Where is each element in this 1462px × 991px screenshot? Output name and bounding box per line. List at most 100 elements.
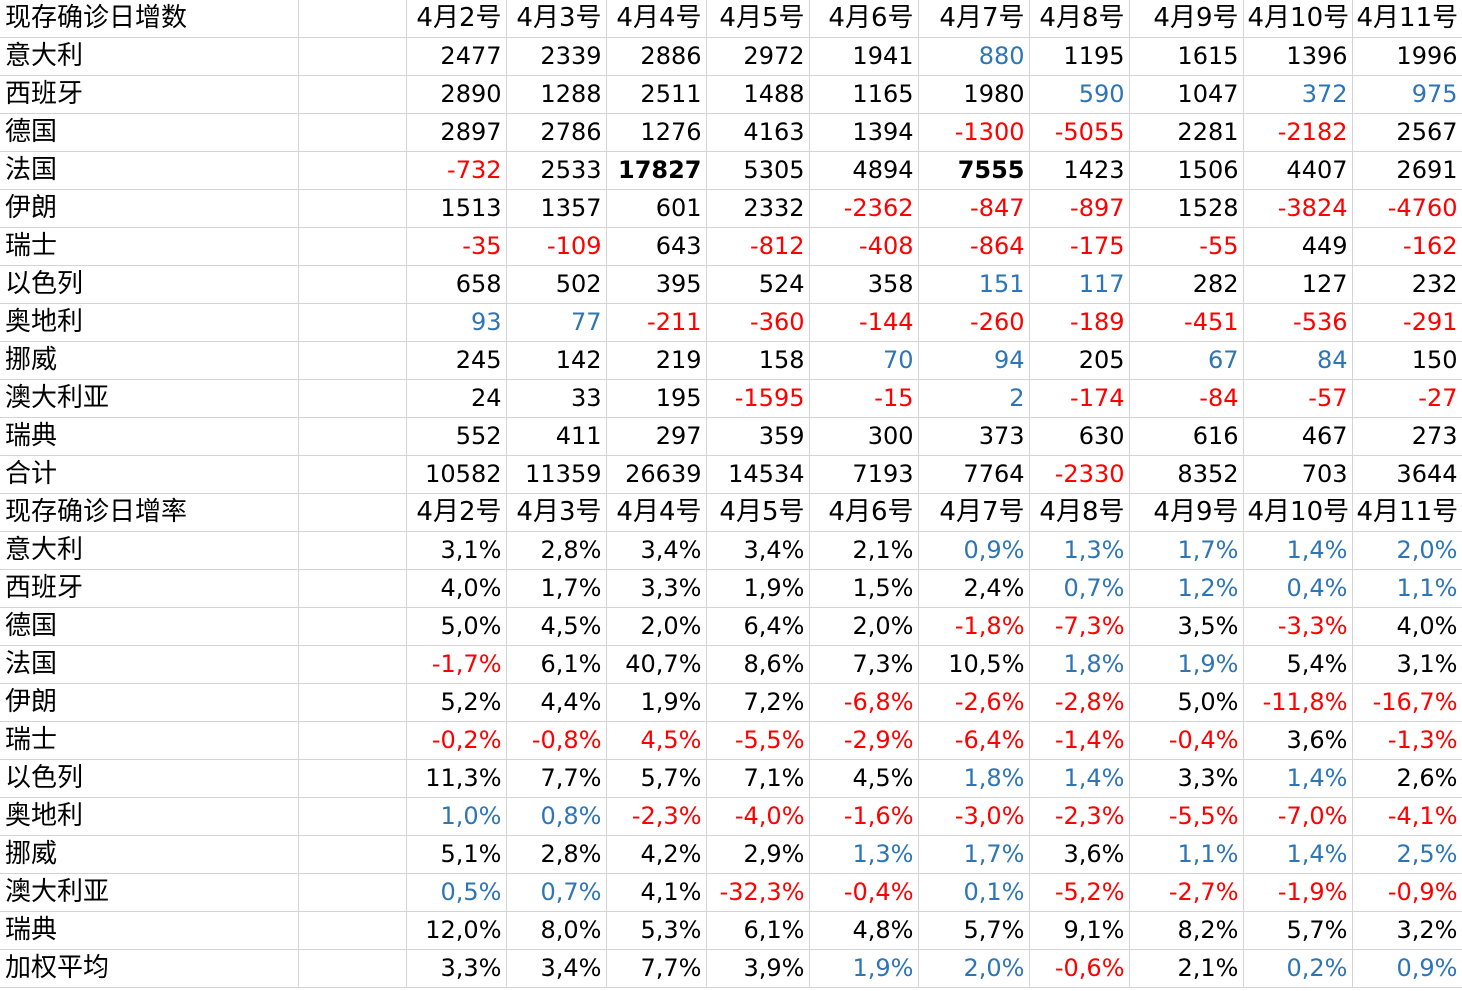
value-cell[interactable]: 3,2% (1352, 911, 1462, 950)
value-cell[interactable]: 4,5% (506, 607, 607, 646)
value-cell[interactable]: 2,4% (918, 569, 1030, 608)
value-cell[interactable]: 372 (1243, 75, 1353, 114)
value-cell[interactable]: 0,5% (406, 873, 507, 912)
value-cell[interactable]: 411 (506, 417, 607, 456)
value-cell[interactable]: 142 (506, 341, 607, 380)
value-cell[interactable]: 205 (1029, 341, 1130, 380)
value-cell[interactable]: 26639 (606, 455, 707, 494)
row-label-cell[interactable]: 以色列 (0, 759, 299, 798)
value-cell[interactable]: 10,5% (918, 645, 1030, 684)
date-header-cell[interactable]: 4月9号 (1129, 0, 1244, 38)
value-cell[interactable]: 2,0% (809, 607, 919, 646)
value-cell[interactable]: 2511 (606, 75, 707, 114)
value-cell[interactable]: 232 (1352, 265, 1462, 304)
empty-cell[interactable] (298, 227, 407, 266)
row-label-cell[interactable]: 德国 (0, 607, 299, 646)
value-cell[interactable]: 2332 (706, 189, 810, 228)
value-cell[interactable]: -55 (1129, 227, 1244, 266)
value-cell[interactable]: 33 (506, 379, 607, 418)
date-header-cell[interactable]: 4月3号 (506, 0, 607, 38)
value-cell[interactable]: 2,9% (706, 835, 810, 874)
value-cell[interactable]: 1,3% (1029, 531, 1130, 570)
value-cell[interactable]: 4,5% (606, 721, 707, 760)
value-cell[interactable]: 0,9% (1352, 949, 1462, 988)
value-cell[interactable]: -57 (1243, 379, 1353, 418)
empty-cell[interactable] (298, 265, 407, 304)
row-label-cell[interactable]: 澳大利亚 (0, 873, 299, 912)
value-cell[interactable]: -3824 (1243, 189, 1353, 228)
value-cell[interactable]: 1,8% (1029, 645, 1130, 684)
value-cell[interactable]: 616 (1129, 417, 1244, 456)
value-cell[interactable]: 297 (606, 417, 707, 456)
date-header-cell[interactable]: 4月11号 (1352, 0, 1462, 38)
value-cell[interactable]: -2,7% (1129, 873, 1244, 912)
value-cell[interactable]: -162 (1352, 227, 1462, 266)
value-cell[interactable]: -6,8% (809, 683, 919, 722)
value-cell[interactable]: -1,4% (1029, 721, 1130, 760)
value-cell[interactable]: -1,7% (406, 645, 507, 684)
value-cell[interactable]: 2,5% (1352, 835, 1462, 874)
value-cell[interactable]: -260 (918, 303, 1030, 342)
value-cell[interactable]: -4760 (1352, 189, 1462, 228)
empty-cell[interactable] (298, 189, 407, 228)
value-cell[interactable]: 0,2% (1243, 949, 1353, 988)
empty-cell[interactable] (298, 873, 407, 912)
value-cell[interactable]: -11,8% (1243, 683, 1353, 722)
value-cell[interactable]: -35 (406, 227, 507, 266)
value-cell[interactable]: 5,7% (918, 911, 1030, 950)
value-cell[interactable]: 4894 (809, 151, 919, 190)
empty-cell[interactable] (298, 683, 407, 722)
value-cell[interactable]: 2339 (506, 37, 607, 76)
row-label-cell[interactable]: 德国 (0, 113, 299, 152)
value-cell[interactable]: 2886 (606, 37, 707, 76)
value-cell[interactable]: 3,9% (706, 949, 810, 988)
date-header-cell[interactable]: 4月2号 (406, 493, 507, 532)
value-cell[interactable]: -32,3% (706, 873, 810, 912)
value-cell[interactable]: 7555 (918, 151, 1030, 190)
value-cell[interactable]: 358 (809, 265, 919, 304)
empty-cell[interactable] (298, 37, 407, 76)
value-cell[interactable]: 84 (1243, 341, 1353, 380)
empty-cell[interactable] (298, 645, 407, 684)
value-cell[interactable]: -812 (706, 227, 810, 266)
value-cell[interactable]: 6,1% (506, 645, 607, 684)
value-cell[interactable]: -864 (918, 227, 1030, 266)
section-title-cell[interactable]: 现存确诊日增数 (0, 0, 299, 38)
row-label-cell[interactable]: 瑞士 (0, 227, 299, 266)
value-cell[interactable]: 3,4% (706, 531, 810, 570)
row-label-cell[interactable]: 澳大利亚 (0, 379, 299, 418)
value-cell[interactable]: -5,2% (1029, 873, 1130, 912)
value-cell[interactable]: 1,7% (918, 835, 1030, 874)
value-cell[interactable]: 4163 (706, 113, 810, 152)
value-cell[interactable]: 5,7% (606, 759, 707, 798)
value-cell[interactable]: 2890 (406, 75, 507, 114)
value-cell[interactable]: 300 (809, 417, 919, 456)
value-cell[interactable]: 219 (606, 341, 707, 380)
empty-cell[interactable] (298, 75, 407, 114)
value-cell[interactable]: -7,0% (1243, 797, 1353, 836)
value-cell[interactable]: 150 (1352, 341, 1462, 380)
value-cell[interactable]: 1,1% (1129, 835, 1244, 874)
value-cell[interactable]: 2,8% (506, 531, 607, 570)
value-cell[interactable]: 273 (1352, 417, 1462, 456)
row-label-cell[interactable]: 意大利 (0, 531, 299, 570)
value-cell[interactable]: 4,5% (809, 759, 919, 798)
empty-cell[interactable] (298, 151, 407, 190)
value-cell[interactable]: 1,9% (606, 683, 707, 722)
value-cell[interactable]: 1,9% (1129, 645, 1244, 684)
empty-cell[interactable] (298, 455, 407, 494)
value-cell[interactable]: 94 (918, 341, 1030, 380)
value-cell[interactable]: 151 (918, 265, 1030, 304)
value-cell[interactable]: 359 (706, 417, 810, 456)
value-cell[interactable]: 1,4% (1243, 759, 1353, 798)
value-cell[interactable]: 70 (809, 341, 919, 380)
empty-cell[interactable] (298, 607, 407, 646)
value-cell[interactable]: 3,5% (1129, 607, 1244, 646)
value-cell[interactable]: 195 (606, 379, 707, 418)
value-cell[interactable]: 1615 (1129, 37, 1244, 76)
value-cell[interactable]: 1,9% (809, 949, 919, 988)
value-cell[interactable]: -15 (809, 379, 919, 418)
value-cell[interactable]: 1357 (506, 189, 607, 228)
value-cell[interactable]: 5,2% (406, 683, 507, 722)
value-cell[interactable]: 643 (606, 227, 707, 266)
